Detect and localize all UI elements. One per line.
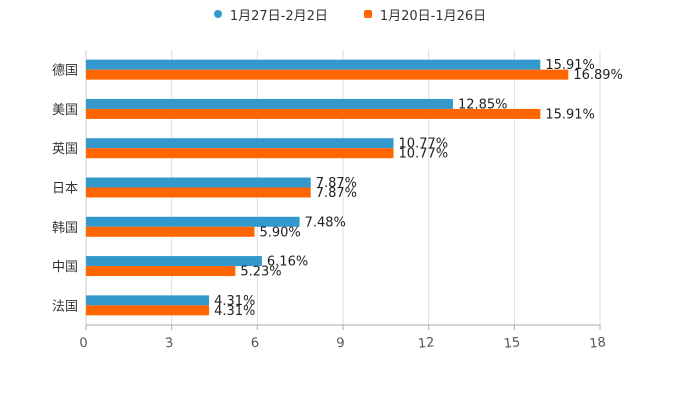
legend: 1月27日-2月2日 1月20日-1月26日: [0, 4, 700, 24]
bar-series-1-6: [86, 305, 210, 316]
data-label-series-1-2: 10.77%: [399, 147, 449, 162]
bar-series-1-2: [86, 148, 394, 159]
y-tick-label-4: 韩国: [52, 221, 78, 236]
bar-series-1-0: [86, 69, 569, 80]
bar-series-0-0: [86, 59, 541, 70]
data-label-series-0-1: 12.85%: [458, 97, 508, 112]
legend-label-series-1: 1月20日-1月26日: [379, 8, 487, 24]
bar-series-0-2: [86, 138, 394, 149]
y-tick-label-6: 法国: [52, 299, 78, 314]
legend-marker-series-1-icon: [363, 10, 372, 18]
bar-series-0-3: [86, 177, 311, 188]
x-tick-label-6: 18: [589, 335, 607, 352]
bar-series-0-6: [86, 295, 210, 306]
bar-series-1-4: [86, 226, 255, 237]
bar-series-1-1: [86, 108, 541, 119]
x-tick-label-5: 15: [503, 335, 521, 352]
data-label-series-0-6: 4.31%: [214, 294, 255, 309]
legend-item-series-1[interactable]: 1月20日-1月26日: [363, 4, 487, 24]
y-tick-label-1: 美国: [52, 103, 78, 118]
data-label-series-0-4: 7.48%: [305, 215, 346, 230]
bar-series-0-5: [86, 256, 262, 267]
data-label-series-0-0: 15.91%: [545, 58, 595, 73]
data-label-series-1-0: 16.89%: [573, 68, 623, 83]
legend-marker-series-0-icon: [213, 10, 222, 18]
data-label-series-1-4: 5.90%: [259, 225, 300, 240]
data-label-series-0-5: 6.16%: [267, 255, 308, 270]
y-tick-label-0: 德国: [52, 64, 78, 79]
legend-label-series-0: 1月27日-2月2日: [229, 8, 328, 24]
data-label-series-1-5: 5.23%: [240, 265, 281, 280]
data-label-series-0-3: 7.87%: [316, 176, 357, 191]
y-tick-label-5: 中国: [52, 260, 78, 275]
data-label-series-1-1: 15.91%: [545, 107, 595, 122]
y-tick-label-2: 英国: [52, 142, 78, 157]
y-tick-label-3: 日本: [52, 182, 78, 197]
x-tick-label-3: 9: [336, 336, 346, 352]
x-tick-label-2: 6: [250, 336, 260, 352]
bar-series-0-4: [86, 216, 300, 227]
bar-series-0-1: [86, 98, 453, 109]
legend-item-series-0[interactable]: 1月27日-2月2日: [213, 4, 328, 24]
x-tick-label-0: 0: [79, 336, 89, 352]
bar-series-1-3: [86, 187, 311, 198]
bar-series-1-5: [86, 266, 236, 277]
data-label-series-1-6: 4.31%: [214, 304, 255, 319]
x-tick-label-4: 12: [417, 335, 435, 352]
x-tick-label-1: 3: [164, 336, 174, 352]
data-label-series-1-3: 7.87%: [316, 186, 357, 201]
data-label-series-0-2: 10.77%: [399, 137, 449, 152]
